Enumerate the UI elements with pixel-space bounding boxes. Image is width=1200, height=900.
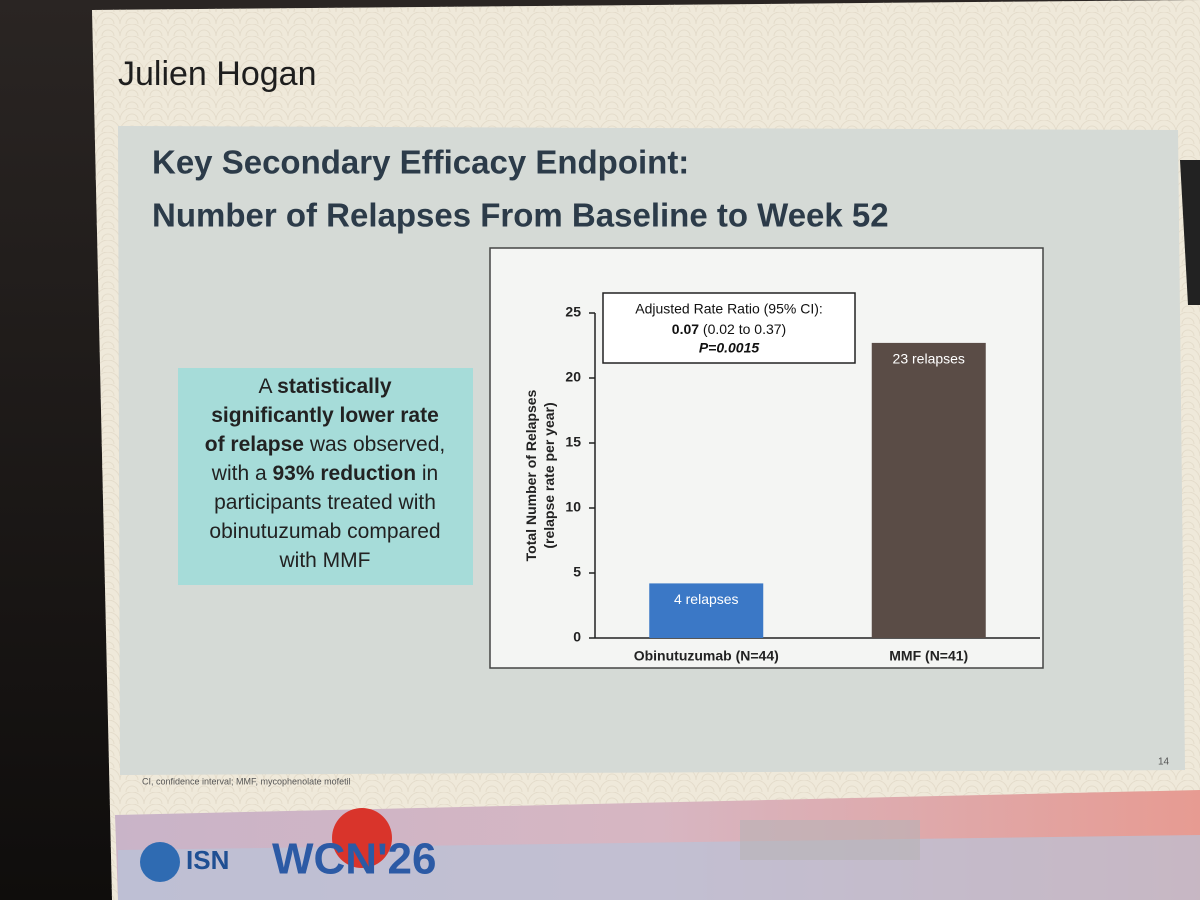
callout-text: A bbox=[258, 375, 277, 398]
callout-text: 93% reduction bbox=[272, 462, 416, 485]
page-number: 14 bbox=[1158, 757, 1170, 768]
footnote: CI, confidence interval; MMF, mycophenol… bbox=[142, 776, 351, 786]
bar bbox=[871, 342, 986, 638]
skyline bbox=[740, 820, 920, 860]
callout-line: significantly lower rate bbox=[211, 404, 439, 427]
callout-text: statistically bbox=[277, 375, 392, 398]
annotation-line: Adjusted Rate Ratio (95% CI): bbox=[635, 301, 823, 317]
callout-line: with a 93% reduction in bbox=[211, 462, 438, 485]
logo-wcn: WCN'26 bbox=[272, 835, 436, 884]
value-label: 4 relapses bbox=[674, 591, 739, 607]
chart: 0 5 10 15 20 25 Total Number of Relapses (relap… bbox=[523, 292, 1040, 664]
value-label: 23 relapses bbox=[893, 351, 965, 367]
callout-line: obinutuzumab compared bbox=[209, 520, 440, 543]
callout-line: of relapse was observed, bbox=[205, 433, 445, 456]
speaker-name: Julien Hogan bbox=[118, 55, 316, 93]
y-tick-label: 5 bbox=[573, 564, 581, 580]
y-tick-label: 20 bbox=[565, 369, 581, 385]
callout-line: A statistically bbox=[258, 375, 391, 398]
callout-line: with MMF bbox=[279, 549, 371, 572]
bar bbox=[649, 583, 764, 638]
y-tick-label: 10 bbox=[565, 499, 581, 515]
annotation-ci: (0.02 to 0.37) bbox=[699, 321, 786, 337]
callout: A statistically significantly lower rate o… bbox=[205, 375, 445, 572]
title-line: Number of Relapses From Baseline to Week… bbox=[152, 197, 889, 234]
y-axis-title-line: (relapse rate per year) bbox=[541, 402, 557, 548]
x-tick-label: Obinutuzumab (N=44) bbox=[634, 648, 779, 664]
sun bbox=[332, 808, 392, 868]
y-tick-label: 25 bbox=[565, 304, 581, 320]
y-axis-title: Total Number of Relapses (relapse rate pe… bbox=[523, 389, 557, 561]
callout-text: obinutuzumab compared bbox=[209, 520, 440, 543]
annotation-line: 0.07 (0.02 to 0.37) bbox=[672, 321, 786, 337]
callout-line: participants treated with bbox=[214, 491, 436, 514]
callout-text: was observed, bbox=[304, 433, 445, 456]
logo-isn: ISN bbox=[186, 845, 229, 875]
side-element bbox=[1180, 160, 1200, 305]
y-tick-label: 15 bbox=[565, 434, 581, 450]
callout-text: significantly lower rate bbox=[211, 404, 439, 427]
y-axis-title-line: Total Number of Relapses bbox=[523, 389, 539, 561]
title-line: Key Secondary Efficacy Endpoint: bbox=[152, 144, 689, 181]
callout-text: with a bbox=[211, 462, 273, 485]
isn-emblem bbox=[140, 842, 180, 882]
callout-text: participants treated with bbox=[214, 491, 436, 514]
annotation-ratio: 0.07 bbox=[672, 321, 699, 337]
annotation-box bbox=[602, 292, 856, 364]
callout-text: in bbox=[416, 462, 438, 485]
callout-box bbox=[178, 368, 473, 585]
x-tick-label: MMF (N=41) bbox=[889, 648, 968, 664]
y-tick-label: 0 bbox=[573, 629, 581, 645]
callout-text: with MMF bbox=[279, 549, 371, 572]
callout-text: of relapse bbox=[205, 433, 304, 456]
annotation-line: P=0.0015 bbox=[699, 340, 760, 356]
